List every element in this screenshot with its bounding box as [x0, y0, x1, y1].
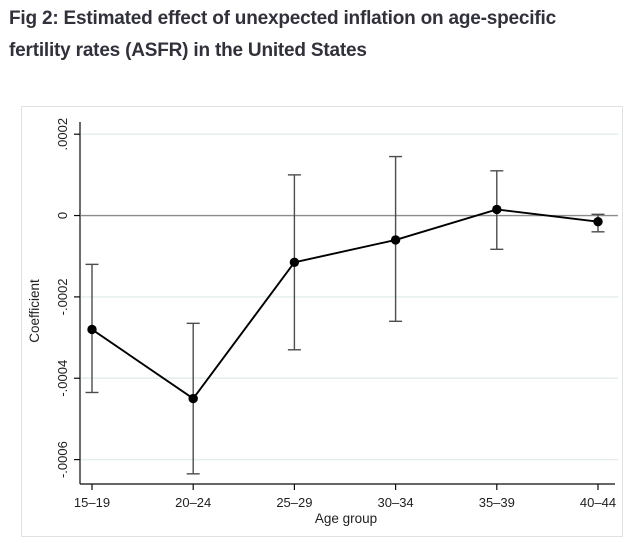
x-tick-label: 15–19	[74, 495, 110, 510]
y-axis-title: Coefficient	[27, 279, 42, 343]
x-tick-label: 40–44	[580, 495, 616, 510]
data-point-marker	[87, 324, 97, 335]
data-point-marker	[492, 204, 502, 215]
x-tick-label: 25–29	[276, 495, 312, 510]
figure-title: Fig 2: Estimated effect of unexpected in…	[9, 8, 556, 61]
data-point-marker	[390, 235, 401, 245]
coefficient-chart: .0002 0 -.0002 -.0004 -.0006 15–19 20–24 25–29 3…	[27, 118, 618, 526]
data-point-marker	[188, 393, 198, 404]
y-tick-label: -.0002	[55, 278, 70, 315]
x-axis-title: Age group	[315, 511, 377, 526]
x-tick-label: 30–34	[378, 495, 414, 510]
figure-region: .0002 0 -.0002 -.0004 -.0006 15–19 20–24 25–29 3…	[21, 106, 623, 537]
y-tick-label: .0002	[55, 118, 70, 151]
x-tick-label: 20–24	[175, 495, 211, 510]
x-tick-label: 35–39	[479, 495, 515, 510]
y-tick-label: 0	[55, 212, 70, 219]
data-point-marker	[289, 257, 300, 268]
data-point-marker	[593, 216, 603, 227]
coefficient-line	[91, 208, 599, 400]
y-tick-label: -.0004	[55, 360, 70, 397]
y-tick-label: -.0006	[55, 441, 70, 478]
